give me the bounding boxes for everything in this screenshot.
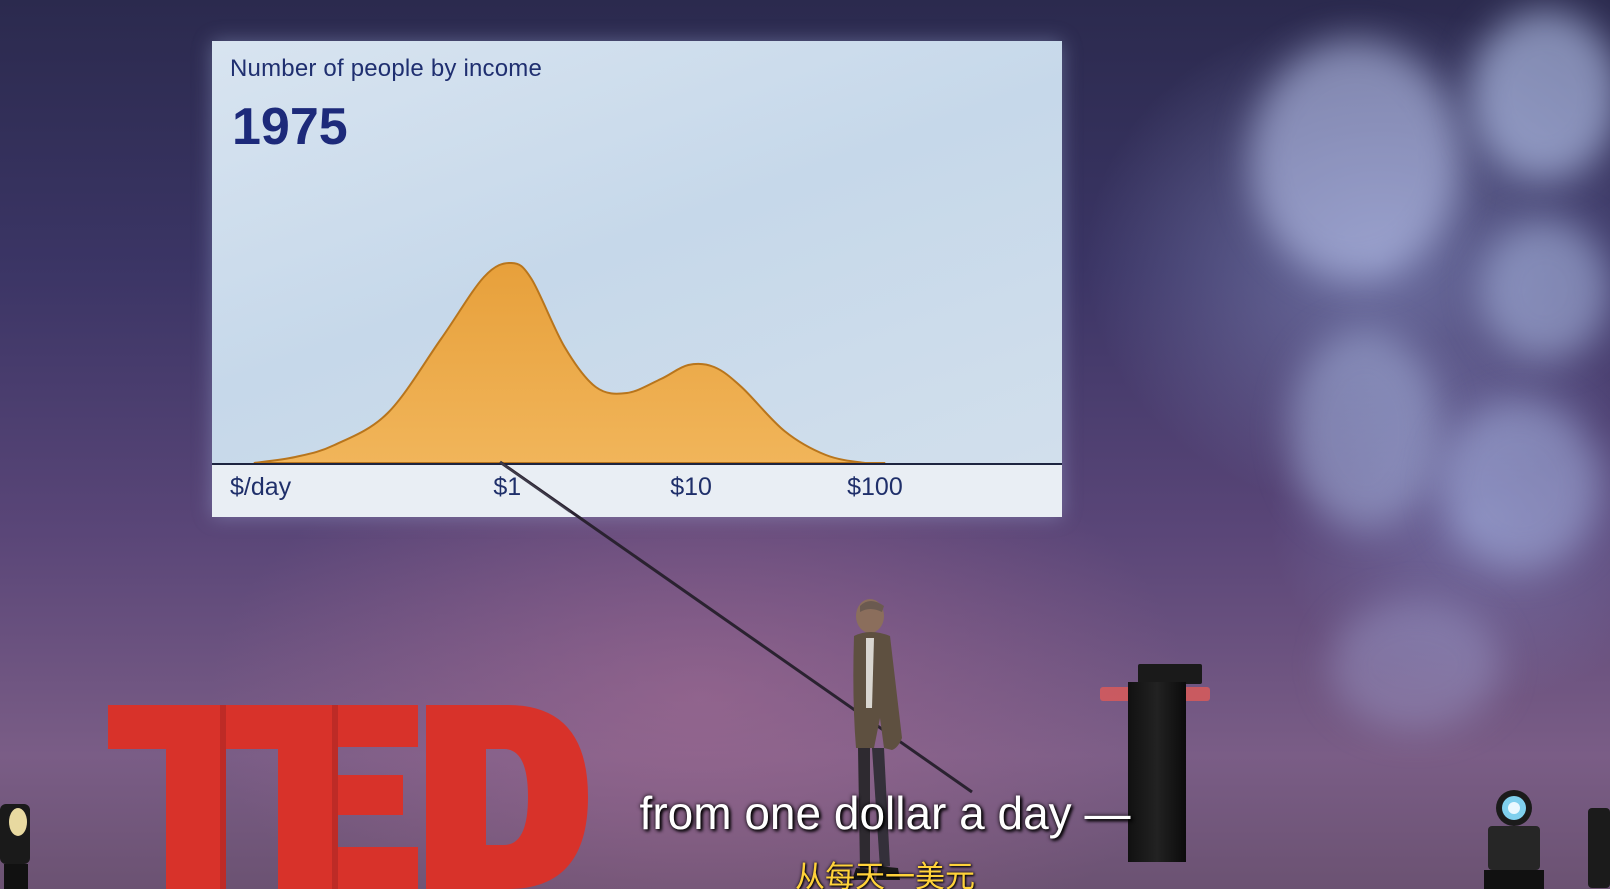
x-tick-label: $1 xyxy=(493,473,522,501)
laptop xyxy=(1138,664,1202,684)
x-axis-title: $/day xyxy=(230,473,292,501)
bokeh-light xyxy=(1440,400,1600,570)
chart-title: Number of people by income xyxy=(230,55,543,82)
bokeh-light xyxy=(1330,600,1500,730)
x-axis xyxy=(212,463,1062,517)
presenter xyxy=(852,599,902,880)
projection-screen: Number of people by income 1975 $/day $1… xyxy=(212,41,1062,517)
podium xyxy=(1128,682,1186,862)
subtitle-chinese-text: 从每天一美元 xyxy=(795,861,975,889)
stage-light-left xyxy=(0,804,30,889)
subtitle-english-text: from one dollar a day — xyxy=(639,787,1131,839)
stage-light-right xyxy=(1484,790,1544,889)
bokeh-light xyxy=(1250,40,1460,280)
stage-light-far-right xyxy=(1588,808,1610,888)
subtitle-chinese: 从每天一美元 xyxy=(0,852,1610,889)
ted-logo xyxy=(108,705,588,889)
x-tick-label: $10 xyxy=(670,473,712,501)
bokeh-light xyxy=(1480,220,1610,360)
income-distribution-area xyxy=(253,261,886,465)
x-tick-label: $100 xyxy=(847,473,903,501)
chart-year-label: 1975 xyxy=(232,98,348,156)
subtitle-english: from one dollar a day — xyxy=(0,786,1610,840)
bokeh-light xyxy=(1290,330,1440,530)
bokeh-light xyxy=(1470,10,1610,180)
